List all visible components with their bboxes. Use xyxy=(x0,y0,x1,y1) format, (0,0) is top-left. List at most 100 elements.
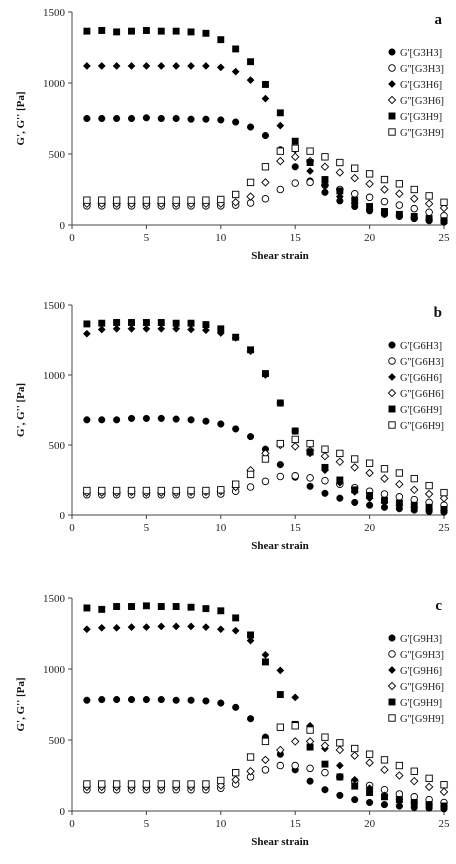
data-point xyxy=(336,773,344,781)
x-tick-label: 0 xyxy=(69,818,75,830)
legend-marker xyxy=(388,666,396,674)
series-square-open xyxy=(83,435,448,497)
data-point xyxy=(201,62,210,70)
data-point xyxy=(187,28,195,36)
data-point xyxy=(172,603,180,610)
data-point xyxy=(112,324,121,333)
data-point xyxy=(157,622,166,631)
data-point xyxy=(291,137,299,145)
data-point xyxy=(187,62,195,70)
legend-marker xyxy=(388,421,396,429)
data-point xyxy=(336,476,344,484)
data-point xyxy=(201,623,210,632)
x-axis-label: Shear strain xyxy=(251,250,309,262)
x-tick-label: 0 xyxy=(69,522,75,534)
data-point xyxy=(83,780,91,788)
data-point xyxy=(112,196,121,204)
data-point xyxy=(142,62,151,70)
legend-entry: G''[G3H3] xyxy=(400,64,444,75)
legend-marker xyxy=(388,650,396,658)
data-point xyxy=(276,439,284,448)
data-point xyxy=(187,603,195,611)
y-tick-label: 500 xyxy=(49,440,66,452)
data-point xyxy=(276,121,285,130)
data-point xyxy=(128,603,135,610)
data-point xyxy=(232,769,240,777)
legend-marker xyxy=(387,95,397,105)
data-point xyxy=(232,190,240,199)
data-point xyxy=(395,493,404,501)
data-point xyxy=(187,486,195,495)
x-axis-label: Shear strain xyxy=(251,540,309,552)
data-point xyxy=(112,780,121,788)
data-point xyxy=(202,115,210,123)
series-circle-filled xyxy=(83,414,448,516)
data-point xyxy=(410,767,418,775)
data-point xyxy=(306,178,314,187)
data-point xyxy=(335,457,345,467)
data-point xyxy=(98,780,106,788)
data-point xyxy=(261,658,269,666)
data-point xyxy=(217,420,225,428)
data-point xyxy=(350,463,359,472)
data-point xyxy=(291,144,299,152)
data-point xyxy=(410,185,418,194)
data-point xyxy=(321,760,329,768)
data-point xyxy=(424,489,434,499)
data-point xyxy=(231,775,240,784)
data-point xyxy=(276,691,284,699)
x-tick-label: 5 xyxy=(144,818,150,830)
data-point xyxy=(98,319,106,327)
data-point xyxy=(142,196,151,204)
data-point xyxy=(127,486,136,495)
data-point xyxy=(217,607,225,615)
legend-marker xyxy=(388,341,396,349)
data-point xyxy=(142,780,151,788)
x-tick-label: 20 xyxy=(364,818,376,830)
data-point xyxy=(380,197,389,206)
data-point xyxy=(246,76,255,85)
data-point xyxy=(350,190,359,198)
data-point xyxy=(395,210,403,218)
data-point xyxy=(112,623,121,632)
data-point xyxy=(291,163,299,171)
data-point xyxy=(97,325,106,334)
chart-panel-c: 0 500 1000 1500 0 5 10 15 20 25 G', G'' [Pa] Shear … xyxy=(15,593,450,848)
data-point xyxy=(97,623,106,632)
data-point xyxy=(157,780,165,788)
data-point xyxy=(172,319,180,327)
data-point xyxy=(127,324,136,333)
data-point xyxy=(172,324,181,333)
x-tick-label: 10 xyxy=(215,522,227,534)
legend-marker xyxy=(388,714,396,722)
legend-entry: G''[G9H3] xyxy=(400,650,444,661)
data-point xyxy=(217,699,225,707)
data-point xyxy=(335,761,344,770)
data-point xyxy=(424,782,434,792)
data-point xyxy=(142,324,151,333)
legend-marker xyxy=(388,357,396,365)
data-point xyxy=(82,625,91,634)
data-point xyxy=(261,370,269,378)
data-point xyxy=(439,493,449,503)
data-point xyxy=(157,27,165,35)
data-point xyxy=(381,793,388,801)
data-point xyxy=(247,346,255,354)
data-point xyxy=(202,196,210,204)
data-point xyxy=(232,480,240,488)
data-point xyxy=(232,118,240,126)
data-point xyxy=(306,474,314,482)
legend-entry: G'[G3H6] xyxy=(400,80,442,91)
data-point xyxy=(187,622,195,631)
data-point xyxy=(113,28,121,36)
series-square-filled xyxy=(83,319,448,513)
x-tick-label: 10 xyxy=(215,232,227,244)
data-point xyxy=(335,168,345,177)
data-point xyxy=(112,486,121,495)
data-point xyxy=(306,764,314,773)
x-tick-label: 15 xyxy=(290,818,302,830)
legend-entry: G'[G6H9] xyxy=(400,405,442,416)
data-point xyxy=(216,63,225,72)
data-point xyxy=(320,741,330,750)
y-axis-label: G', G'' [Pa] xyxy=(15,91,27,145)
